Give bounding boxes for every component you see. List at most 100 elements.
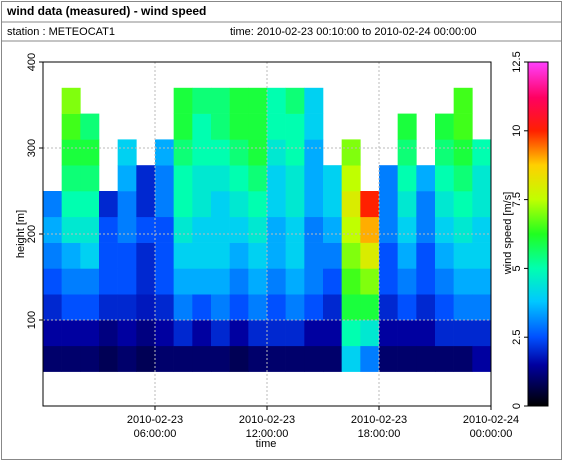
colorbar-tick-label: 2.5 — [511, 330, 523, 345]
heat-cell — [155, 268, 174, 295]
heat-cell — [136, 242, 156, 269]
heat-cell — [435, 345, 454, 372]
heat-cell — [192, 139, 212, 166]
heat-cell — [341, 320, 361, 347]
x-tick-label: 2010-02-24 — [463, 414, 519, 426]
heat-cell — [323, 191, 342, 218]
heat-cell — [229, 345, 249, 372]
heat-cell — [341, 191, 361, 218]
x-tick-label: 00:00:00 — [470, 428, 513, 440]
heat-cell — [267, 113, 286, 140]
heat-cell — [267, 87, 286, 114]
heat-cell — [192, 242, 212, 269]
heat-cell — [211, 294, 230, 321]
heat-cell — [453, 345, 473, 372]
heat-cell — [248, 113, 268, 140]
y-tick-label: 200 — [26, 225, 38, 243]
heat-cell — [472, 268, 492, 295]
heat-cell — [248, 242, 268, 269]
heat-cell — [416, 345, 436, 372]
heat-cell — [435, 320, 454, 347]
heat-cell — [43, 345, 62, 372]
heat-cell — [248, 345, 268, 372]
heat-cell — [453, 191, 473, 218]
heat-cell — [416, 191, 436, 218]
heat-cell — [173, 294, 193, 321]
heat-cell — [136, 268, 156, 295]
heat-cell — [61, 268, 81, 295]
heat-cell — [136, 294, 156, 321]
heat-cell — [416, 165, 436, 192]
heat-cell — [117, 294, 137, 321]
heat-cell — [397, 242, 417, 269]
heat-cell — [304, 113, 324, 140]
heat-cell — [229, 113, 249, 140]
heat-cell — [285, 165, 305, 192]
colorbar — [527, 61, 549, 407]
heat-cell — [285, 139, 305, 166]
heat-cell — [99, 345, 118, 372]
heat-cell — [248, 268, 268, 295]
heat-cell — [435, 191, 454, 218]
heat-cell — [323, 294, 342, 321]
heat-cell — [43, 242, 62, 269]
heat-cell — [379, 320, 398, 347]
heat-cell — [360, 268, 380, 295]
colorbar-tick-label: 7.5 — [511, 192, 523, 207]
heat-cell — [248, 87, 268, 114]
heat-cell — [80, 320, 100, 347]
heat-cell — [61, 242, 81, 269]
heat-cell — [173, 268, 193, 295]
heat-cell — [416, 242, 436, 269]
heat-cell — [472, 242, 492, 269]
heat-cell — [360, 294, 380, 321]
heat-cell — [211, 268, 230, 295]
heat-cell — [155, 165, 174, 192]
heat-cell — [117, 268, 137, 295]
heat-cell — [285, 242, 305, 269]
heat-cell — [192, 216, 212, 243]
heat-cell — [248, 191, 268, 218]
heat-cell — [397, 294, 417, 321]
heat-cell — [416, 268, 436, 295]
heat-cell — [453, 87, 473, 114]
heat-cell — [61, 87, 81, 114]
heat-cell — [416, 320, 436, 347]
heat-cell — [80, 268, 100, 295]
heat-cell — [267, 242, 286, 269]
heat-cell — [173, 242, 193, 269]
heat-cell — [229, 165, 249, 192]
heat-cell — [211, 242, 230, 269]
heat-cell — [155, 191, 174, 218]
heat-cell — [211, 216, 230, 243]
heat-cell — [379, 345, 398, 372]
heat-cell — [248, 294, 268, 321]
heat-cell — [267, 139, 286, 166]
heat-cell — [248, 216, 268, 243]
heat-cell — [360, 345, 380, 372]
x-tick-label: 18:00:00 — [358, 428, 401, 440]
heat-cell — [61, 191, 81, 218]
heat-cell — [304, 191, 324, 218]
heat-cell — [341, 139, 361, 166]
heat-cell — [304, 165, 324, 192]
heat-cell — [397, 216, 417, 243]
heat-cell — [341, 242, 361, 269]
heat-cell — [360, 320, 380, 347]
heat-cell — [229, 242, 249, 269]
heat-cell — [136, 345, 156, 372]
heat-cell — [304, 139, 324, 166]
heat-cell — [248, 165, 268, 192]
heat-cell — [267, 191, 286, 218]
heat-cell — [80, 113, 100, 140]
heat-cell — [435, 242, 454, 269]
heat-cell — [435, 113, 454, 140]
heat-cell — [229, 139, 249, 166]
heat-cell — [285, 87, 305, 114]
heat-cell — [136, 165, 156, 192]
heat-cell — [173, 320, 193, 347]
heat-cell — [43, 268, 62, 295]
heat-cell — [267, 345, 286, 372]
heat-cell — [80, 139, 100, 166]
